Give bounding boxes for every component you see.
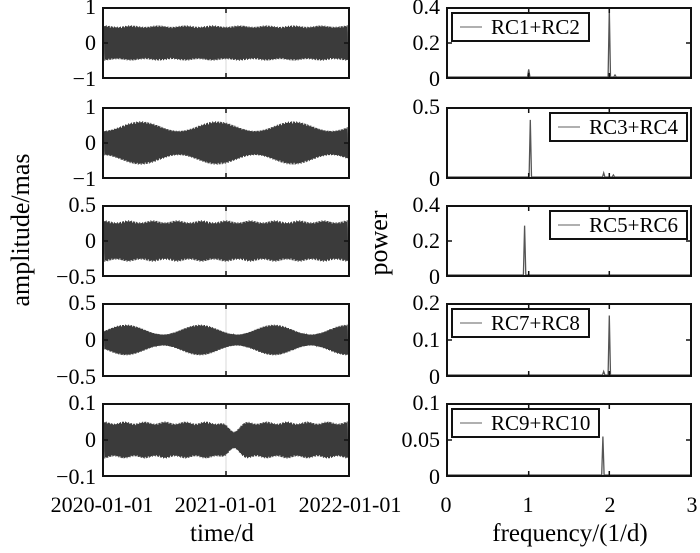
axis-ticks [104,9,348,77]
plot-canvas [448,207,690,275]
x-axis-title-frequency: frequency/(1/d) [492,520,648,547]
y-tick-label: 0 [85,327,96,352]
y-tick-label: 0 [429,264,440,289]
plot-canvas [104,9,348,77]
y-tick-label: 0 [85,30,96,55]
legend-label: RC9+RC10 [491,411,591,435]
legend-RC7+RC8: RC7+RC8 [451,308,590,338]
y-tick-label: −0.5 [56,364,96,389]
axis-ticks [104,109,348,177]
axis-ticks [448,9,690,77]
y-tick-label: −0.5 [56,264,96,289]
legend-sample-line [460,422,482,424]
axis-ticks [527,109,611,177]
x-tick-label-date: 2020-01-01 [50,492,154,517]
timeseries-plot-2 [102,107,350,179]
waveform-trace [104,121,348,165]
legend-RC5+RC6: RC5+RC6 [549,210,688,240]
axis-ticks [448,305,690,375]
axis-ticks [448,207,690,275]
spectrum-trace [448,436,690,475]
plot-canvas [448,305,690,375]
y-tick-label: 0.4 [412,0,441,19]
spectrum-trace [448,119,690,177]
waveform-trace [104,220,348,262]
y-tick-label: 0 [429,364,440,389]
waveform-trace [104,324,348,356]
y-tick-label: −1 [72,66,96,91]
x-tick-label-date: 2022-01-01 [298,492,402,517]
legend-label: RC1+RC2 [491,15,580,39]
axis-ticks [104,305,348,375]
x-tick-label-frequency: 0 [440,492,452,517]
timeseries-plot-3 [102,205,350,277]
x-tick-label-date: 2021-01-01 [174,492,278,517]
spectrum-plot-2: RC3+RC4 [446,107,692,179]
y-tick-label: 0.4 [412,192,441,217]
spectrum-plot-3: RC5+RC6 [446,205,692,277]
y-tick-label: −1 [72,166,96,191]
plot-canvas [448,9,690,77]
y-tick-label: 0.1 [68,390,97,415]
y-tick-label: 0.1 [412,327,441,352]
x-tick-label-frequency: 3 [686,492,698,517]
axis-ticks [448,405,690,475]
plot-canvas [104,305,348,375]
y-tick-label: 0 [85,228,96,253]
waveform-trace [104,25,348,61]
y-tick-label: 0.05 [401,427,441,452]
legend-sample-line [558,126,581,128]
y-tick-label: 1 [85,94,96,119]
legend-sample-line [460,322,482,324]
spectrum-trace [448,315,690,375]
legend-RC3+RC4: RC3+RC4 [549,112,688,142]
timeseries-plot-5 [102,403,350,477]
y-tick-label: 0.5 [412,94,441,119]
legend-label: RC3+RC4 [589,115,678,139]
y-tick-label: 0.1 [412,390,441,415]
timeseries-plot-1 [102,7,350,79]
plot-canvas [104,207,348,275]
x-tick-label-frequency: 1 [522,492,534,517]
y-tick-label: 0 [429,464,440,489]
legend-RC1+RC2: RC1+RC2 [451,12,590,42]
y-tick-label: 0.2 [412,30,441,55]
legend-sample-line [460,26,482,28]
y-tick-label: 0.2 [412,228,441,253]
spectrum-plot-5: RC9+RC10 [446,403,692,477]
spectrum-plot-1: RC1+RC2 [446,7,692,79]
y-tick-label: −0.1 [56,464,96,489]
y-tick-label: 0 [85,130,96,155]
y-tick-label: 1 [85,0,96,19]
axis-ticks [104,405,348,475]
y-tick-label: 0 [85,427,96,452]
y-tick-label: 0 [429,66,440,91]
plot-canvas [448,109,690,177]
y-tick-label: 0.5 [68,290,97,315]
x-axis-title-time: time/d [190,520,254,547]
legend-sample-line [558,224,581,226]
legend-label: RC7+RC8 [491,311,580,335]
timeseries-plot-4 [102,303,350,377]
axis-ticks [104,207,348,275]
plot-canvas [104,405,348,475]
legend-RC9+RC10: RC9+RC10 [451,408,601,438]
plot-canvas [448,405,690,475]
y-tick-label: 0.2 [412,290,441,315]
spectrum-trace [448,225,690,275]
waveform-trace [104,421,348,459]
plot-canvas [104,109,348,177]
y-tick-label: 0.5 [68,192,97,217]
legend-label: RC5+RC6 [589,213,678,237]
spectrum-plot-4: RC7+RC8 [446,303,692,377]
x-tick-label-frequency: 2 [604,492,616,517]
y-tick-label: 0 [429,166,440,191]
spectrum-trace [448,9,690,77]
